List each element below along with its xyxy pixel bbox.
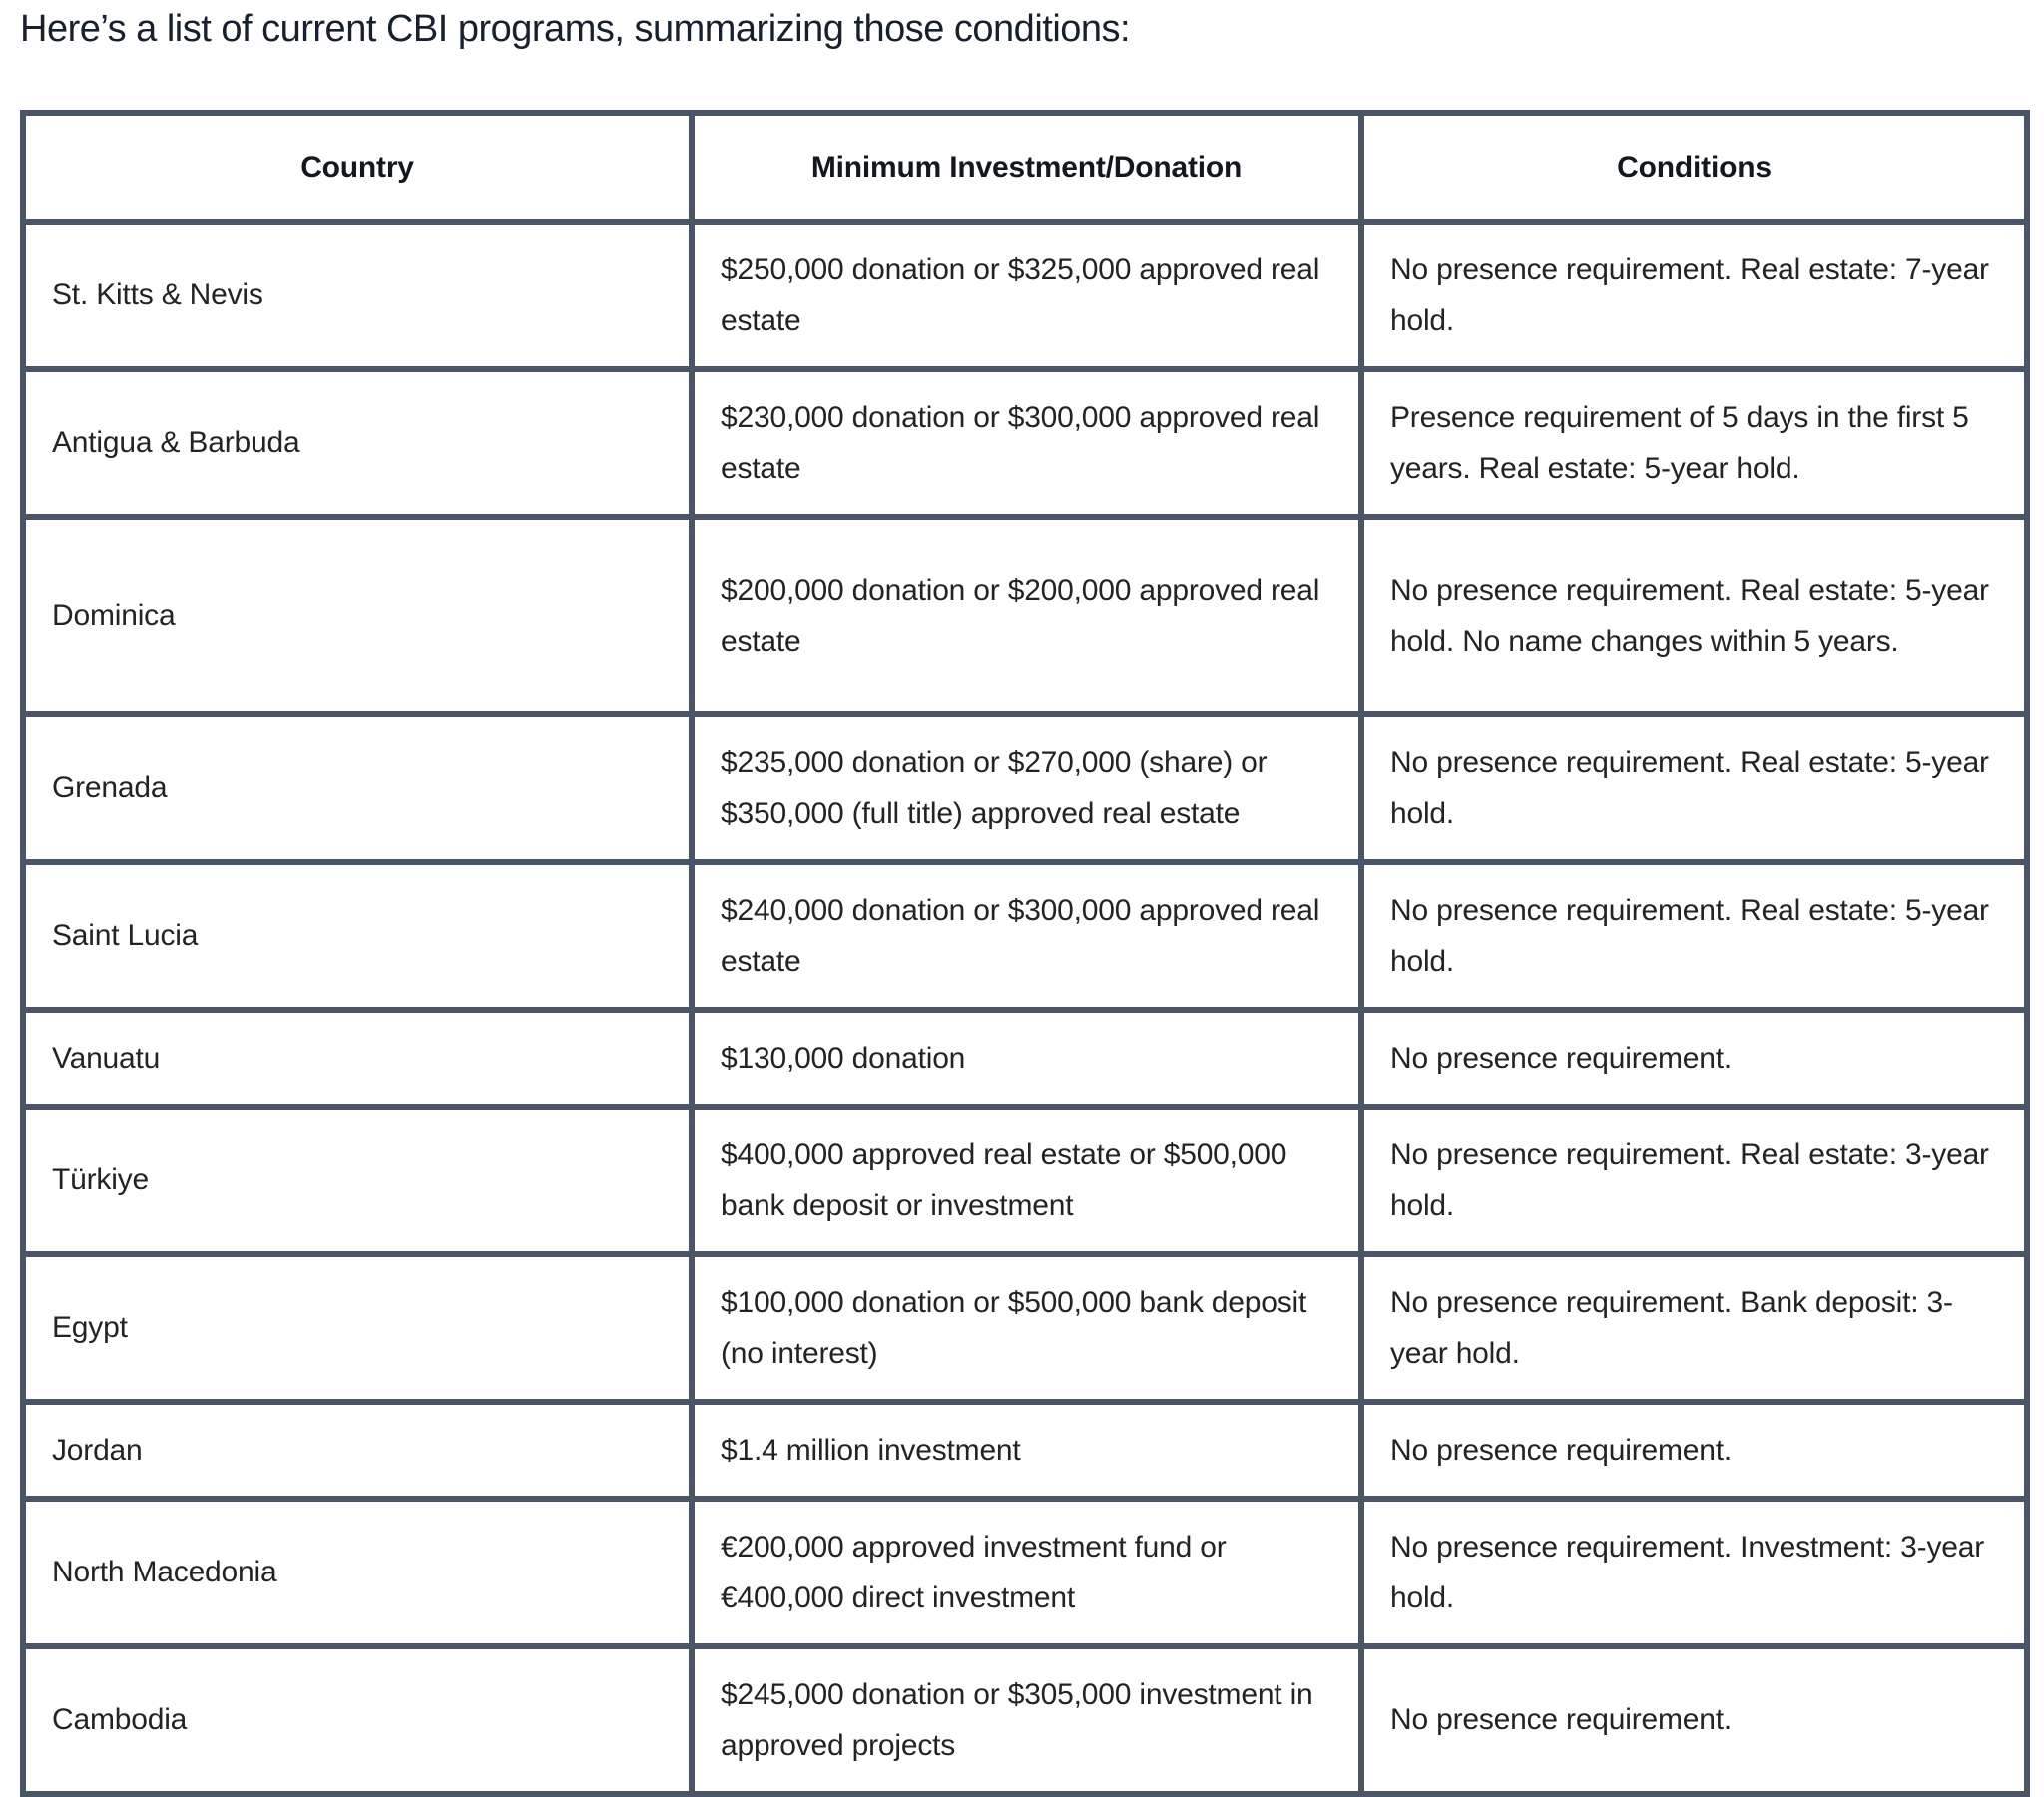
table-row: Vanuatu $130,000 donation No presence re… (20, 1006, 2030, 1110)
cell-conditions: No presence requirement. (1358, 1006, 2030, 1110)
table-row: Grenada $235,000 donation or $270,000 (s… (20, 710, 2030, 865)
table-row: Saint Lucia $240,000 donation or $300,00… (20, 858, 2030, 1013)
cell-conditions: No presence requirement. Real estate: 3-… (1358, 1103, 2030, 1257)
cell-conditions: No presence requirement. (1358, 1642, 2030, 1797)
cell-investment: $235,000 donation or $270,000 (share) or… (689, 710, 1364, 865)
cell-investment: $240,000 donation or $300,000 approved r… (689, 858, 1364, 1013)
table-row: Egypt $100,000 donation or $500,000 bank… (20, 1250, 2030, 1405)
cell-investment: $200,000 donation or $200,000 approved r… (689, 513, 1364, 717)
table-row: Cambodia $245,000 donation or $305,000 i… (20, 1642, 2030, 1797)
table-row: St. Kitts & Nevis $250,000 donation or $… (20, 218, 2030, 372)
cell-conditions: No presence requirement. Real estate: 5-… (1358, 710, 2030, 865)
cell-country: Türkiye (20, 1103, 695, 1257)
table-row: Türkiye $400,000 approved real estate or… (20, 1103, 2030, 1257)
header-row: Country Minimum Investment/Donation Cond… (20, 109, 2030, 225)
cell-investment: $230,000 donation or $300,000 approved r… (689, 365, 1364, 520)
column-header-country: Country (20, 109, 695, 225)
cell-conditions: No presence requirement. Real estate: 5-… (1358, 513, 2030, 717)
column-header-investment: Minimum Investment/Donation (689, 109, 1364, 225)
table-header: Country Minimum Investment/Donation Cond… (20, 109, 2030, 225)
cell-country: Vanuatu (20, 1006, 695, 1110)
column-header-conditions: Conditions (1358, 109, 2030, 225)
cbi-programs-table: Country Minimum Investment/Donation Cond… (20, 109, 2030, 1797)
cell-country: St. Kitts & Nevis (20, 218, 695, 372)
cell-investment: $250,000 donation or $325,000 approved r… (689, 218, 1364, 372)
cell-conditions: No presence requirement. Real estate: 7-… (1358, 218, 2030, 372)
table-row: Dominica $200,000 donation or $200,000 a… (20, 513, 2030, 717)
cell-country: Dominica (20, 513, 695, 717)
cell-conditions: No presence requirement. Investment: 3-y… (1358, 1495, 2030, 1649)
table-body: St. Kitts & Nevis $250,000 donation or $… (20, 218, 2030, 1797)
cell-investment: $245,000 donation or $305,000 investment… (689, 1642, 1364, 1797)
table-row: Jordan $1.4 million investment No presen… (20, 1398, 2030, 1502)
cell-country: Jordan (20, 1398, 695, 1502)
cell-conditions: Presence requirement of 5 days in the fi… (1358, 365, 2030, 520)
cell-investment: $400,000 approved real estate or $500,00… (689, 1103, 1364, 1257)
page-title: Here’s a list of current CBI programs, s… (20, 8, 1131, 50)
cell-conditions: No presence requirement. (1358, 1398, 2030, 1502)
table-row: Antigua & Barbuda $230,000 donation or $… (20, 365, 2030, 520)
cell-country: Egypt (20, 1250, 695, 1405)
cell-country: Cambodia (20, 1642, 695, 1797)
cell-country: Grenada (20, 710, 695, 865)
cell-investment: $1.4 million investment (689, 1398, 1364, 1502)
cell-investment: $100,000 donation or $500,000 bank depos… (689, 1250, 1364, 1405)
cell-conditions: No presence requirement. Bank deposit: 3… (1358, 1250, 2030, 1405)
cell-investment: €200,000 approved investment fund or €40… (689, 1495, 1364, 1649)
cell-country: North Macedonia (20, 1495, 695, 1649)
cell-investment: $130,000 donation (689, 1006, 1364, 1110)
cell-country: Saint Lucia (20, 858, 695, 1013)
cell-country: Antigua & Barbuda (20, 365, 695, 520)
table-row: North Macedonia €200,000 approved invest… (20, 1495, 2030, 1649)
cell-conditions: No presence requirement. Real estate: 5-… (1358, 858, 2030, 1013)
